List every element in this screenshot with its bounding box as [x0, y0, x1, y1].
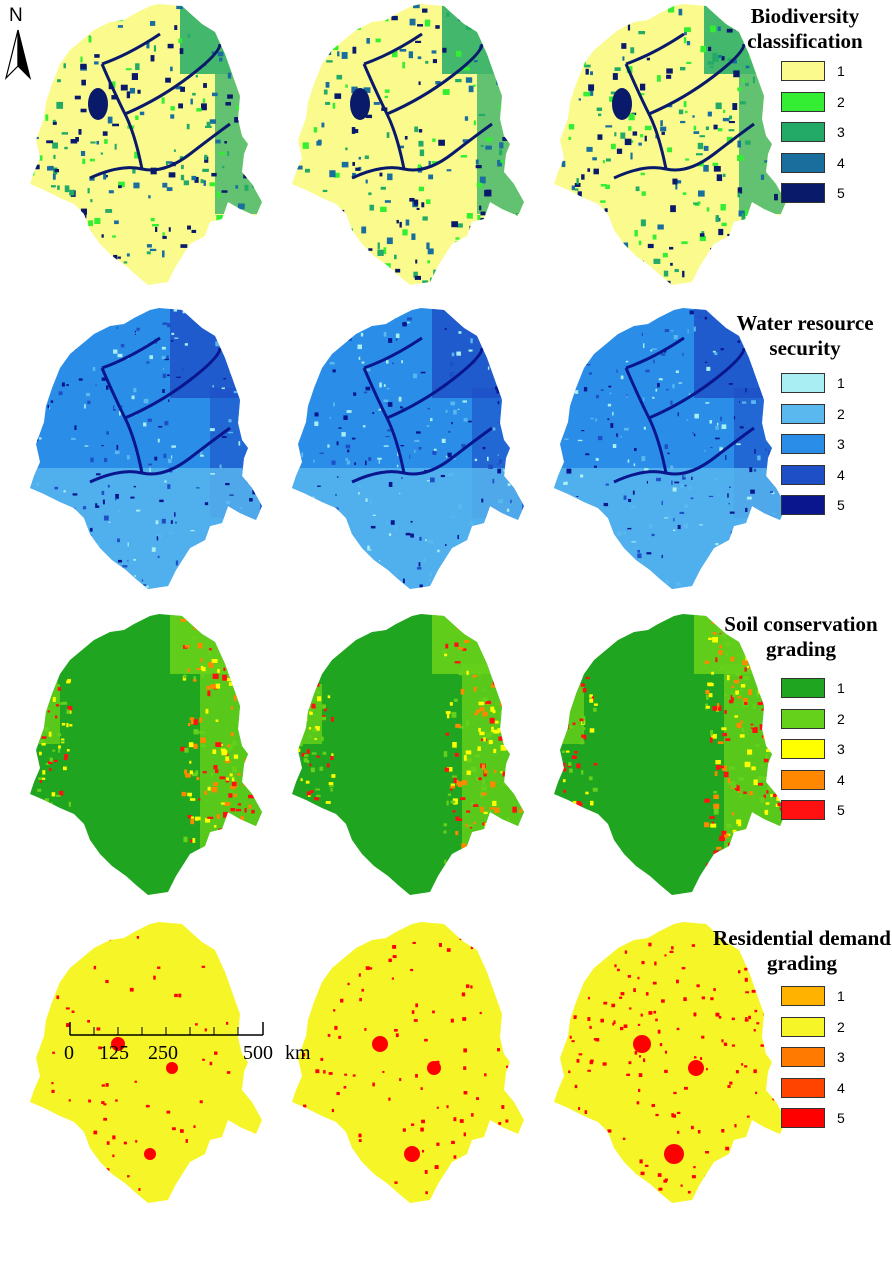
legend-swatch — [781, 152, 825, 173]
legend-label: 2 — [837, 93, 845, 110]
region-fill — [554, 4, 786, 285]
region-fill — [30, 922, 262, 1203]
legend-label: 3 — [837, 436, 845, 452]
legend-label: 2 — [837, 405, 845, 422]
legend-swatch — [781, 708, 825, 729]
title-line: security — [769, 336, 841, 360]
legend-label: 2 — [837, 710, 845, 727]
legend-label: 4 — [837, 154, 845, 171]
region-fill — [554, 922, 786, 1203]
scale-unit-label: km — [285, 1042, 311, 1064]
legend-label: 5 — [837, 497, 845, 513]
legend-swatch — [781, 1047, 825, 1067]
legend-swatch — [781, 678, 825, 698]
title-line: Soil conservation — [724, 612, 878, 636]
legend-label: 2 — [837, 1018, 845, 1035]
legend-swatch — [781, 91, 825, 112]
legend-swatch — [781, 1108, 825, 1128]
map-grid — [30, 4, 786, 1203]
legend-swatch — [781, 1077, 825, 1098]
region-map — [292, 922, 524, 1203]
region-map — [292, 308, 524, 589]
scale-tick-label: 125 — [99, 1042, 129, 1064]
legend-label: 4 — [837, 466, 845, 483]
legend-label: 4 — [837, 771, 845, 788]
legend-label: 5 — [837, 1110, 845, 1126]
region-map — [292, 4, 524, 285]
legend-swatch — [781, 464, 825, 485]
legend-swatch — [781, 1016, 825, 1037]
legend-label: 1 — [837, 988, 845, 1004]
legend-swatch — [781, 122, 825, 142]
legend-swatch — [781, 61, 825, 81]
region-fill — [30, 4, 262, 285]
title-line: Residential demand — [713, 926, 891, 950]
title-line: grading — [765, 637, 836, 661]
north-arrow-icon — [4, 29, 32, 80]
legend-label: 1 — [837, 680, 845, 696]
title-line: Biodiversity — [750, 4, 860, 28]
scale-tick-label: 250 — [148, 1042, 178, 1064]
legend-swatch — [781, 403, 825, 424]
panel-title-soil: Soil conservation grading — [712, 612, 890, 662]
scale-tick-label: 500 — [243, 1042, 273, 1064]
north-label: N — [9, 5, 23, 26]
region-fill — [292, 4, 524, 285]
region-map — [30, 308, 262, 589]
legend-label: 3 — [837, 124, 845, 140]
scale-bar — [69, 1022, 264, 1036]
legend-swatch — [781, 373, 825, 393]
legend-swatch — [781, 800, 825, 820]
legend-swatch — [781, 183, 825, 203]
scale-tick-label: 0 — [64, 1042, 74, 1064]
region-map — [292, 614, 524, 895]
legend-swatch — [781, 739, 825, 759]
legend-swatch — [781, 434, 825, 454]
panel-title-residential: Residential demand grading — [712, 926, 892, 976]
legend-label: 1 — [837, 375, 845, 391]
legend-label: 3 — [837, 1049, 845, 1065]
region-map — [30, 4, 262, 285]
panel-title-water: Water resource security — [718, 311, 892, 361]
title-line: Water resource — [736, 311, 874, 335]
title-line: grading — [766, 951, 837, 975]
legend-label: 3 — [837, 741, 845, 757]
region-map — [30, 614, 262, 895]
legend-label: 5 — [837, 185, 845, 201]
legend-label: 4 — [837, 1079, 845, 1096]
legend-label: 5 — [837, 802, 845, 818]
legend-swatch — [781, 495, 825, 515]
legend-swatch — [781, 769, 825, 790]
region-map — [554, 4, 786, 285]
title-line: classification — [747, 29, 863, 53]
legend-label: 1 — [837, 63, 845, 79]
panel-title-biodiversity: Biodiversity classification — [718, 4, 892, 54]
legend-swatch — [781, 986, 825, 1006]
